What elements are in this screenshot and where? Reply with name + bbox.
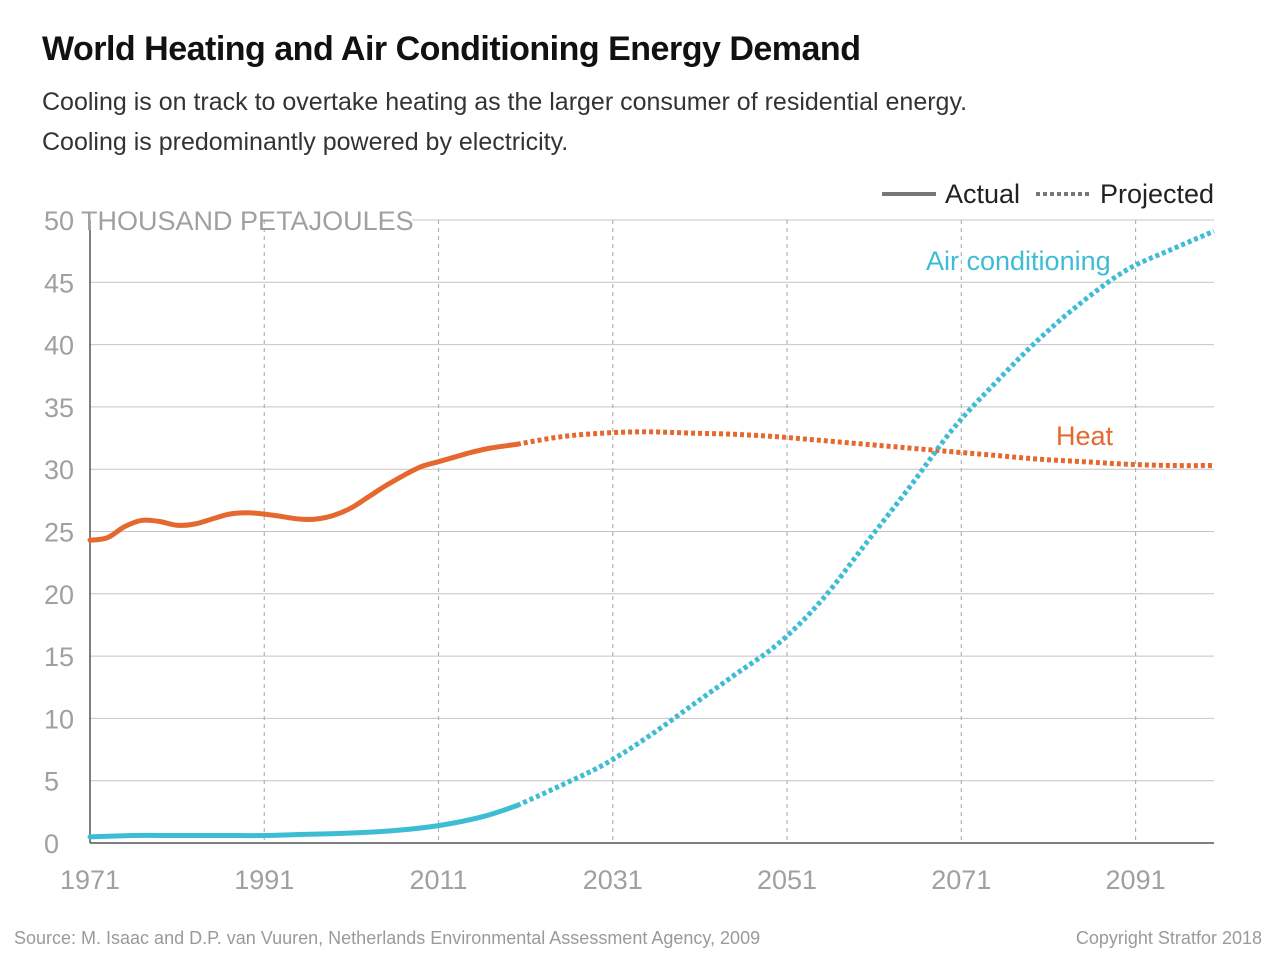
y-tick-label-25: 25 (44, 518, 74, 548)
y-tick-label-35: 35 (44, 393, 74, 423)
copyright-note: Copyright Stratfor 2018 (1075, 928, 1262, 948)
x-axis-ticks: 1971 1991 2011 2031 2051 2071 2091 (60, 865, 1166, 895)
series-air-conditioning-projected (515, 228, 1215, 808)
y-tick-label-0: 0 (44, 829, 59, 859)
y-tick-label-10: 10 (44, 704, 74, 734)
x-tick-label-2051: 2051 (757, 865, 817, 895)
series-heat-actual (87, 441, 520, 543)
y-tick-label-45: 45 (44, 268, 74, 298)
x-tick-label-1971: 1971 (60, 865, 120, 895)
x-tick-label-2031: 2031 (583, 865, 643, 895)
series-label-air-conditioning: Air conditioning (926, 246, 1111, 276)
series-heat-projected (516, 429, 1215, 469)
series-air-conditioning-actual (87, 803, 520, 840)
source-note: Source: M. Isaac and D.P. van Vuuren, Ne… (14, 928, 761, 948)
grid-lines (89, 219, 1214, 844)
chart-title: World Heating and Air Conditioning Energ… (42, 30, 861, 68)
legend: Actual Projected (882, 179, 1214, 209)
y-tick-label-20: 20 (44, 580, 74, 610)
series-lines (87, 228, 1215, 840)
x-tick-label-2071: 2071 (931, 865, 991, 895)
x-tick-label-1991: 1991 (234, 865, 294, 895)
y-tick-label-5: 5 (44, 767, 59, 797)
legend-actual-label: Actual (945, 179, 1020, 209)
y-tick-label-30: 30 (44, 455, 74, 485)
legend-projected-label: Projected (1100, 179, 1214, 209)
x-tick-label-2011: 2011 (409, 865, 467, 895)
y-axis-ticks: 0 5 10 15 20 25 30 35 40 45 50 THOUSAND PETAJOULES (44, 206, 414, 859)
y-tick-label-50: 50 THOUSAND PETAJOULES (44, 206, 414, 236)
chart-subtitle: Cooling is on track to overtake heating … (42, 88, 968, 156)
series-label-heat: Heat (1056, 421, 1114, 451)
x-tick-label-2091: 2091 (1106, 865, 1166, 895)
y-tick-label-15: 15 (44, 642, 74, 672)
y-tick-label-40: 40 (44, 331, 74, 361)
